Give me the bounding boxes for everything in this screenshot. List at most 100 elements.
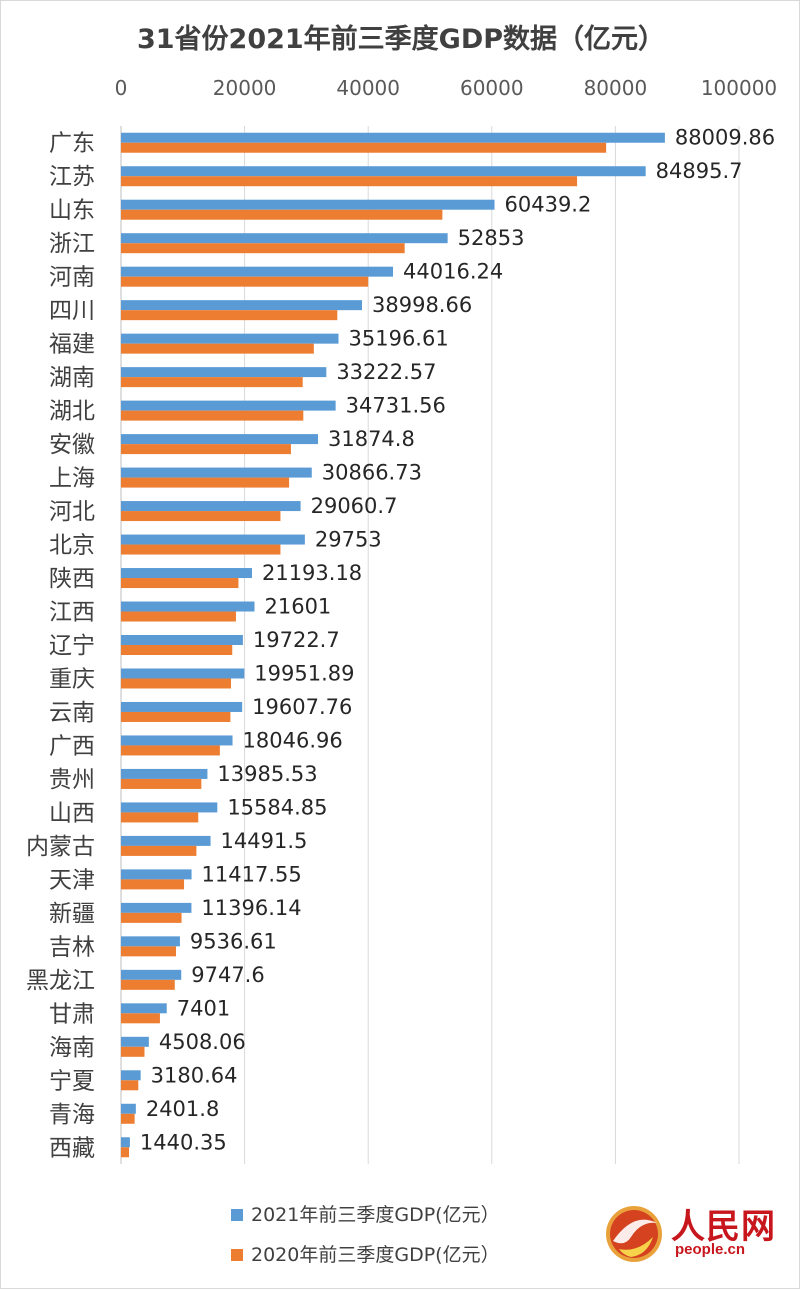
category-label: 贵州 — [49, 767, 95, 793]
category-label: 江西 — [49, 600, 95, 626]
x-tick-label: 20000 — [213, 76, 277, 100]
data-label: 19722.7 — [253, 628, 340, 652]
data-label: 11396.14 — [201, 896, 301, 920]
data-label: 29060.7 — [311, 494, 398, 518]
bar-2021 — [121, 199, 495, 210]
category-label: 广西 — [49, 733, 95, 759]
legend-swatch — [231, 1209, 243, 1221]
bar-2021 — [121, 266, 394, 277]
bar-2020 — [121, 544, 281, 555]
category-label: 安徽 — [49, 432, 95, 458]
data-label: 1440.35 — [140, 1130, 227, 1154]
bar-2021 — [121, 635, 243, 645]
data-label: 84895.7 — [656, 159, 743, 183]
data-label: 29753 — [315, 528, 382, 552]
bar-2021 — [121, 233, 448, 244]
bar-2020 — [121, 377, 303, 388]
category-label: 吉林 — [49, 934, 95, 960]
category-label: 宁夏 — [49, 1068, 95, 1094]
category-label: 云南 — [49, 700, 95, 726]
category-labels: 广东江苏山东浙江河南四川福建湖南湖北安徽上海河北北京陕西江西辽宁重庆云南广西贵州… — [26, 131, 95, 1162]
data-labels: 88009.86 84895.7 60439.2 52853 44016.24 38998… — [140, 126, 775, 1155]
data-label: 31874.8 — [328, 427, 415, 451]
bar-2021 — [121, 467, 312, 478]
legend: 2021年前三季度GDP(亿元） 2020年前三季度GDP(亿元） — [231, 1204, 500, 1266]
bar-2020 — [121, 310, 338, 321]
data-label: 38998.66 — [372, 293, 472, 317]
bar-2020 — [121, 176, 578, 187]
bar-2020 — [121, 778, 202, 789]
category-label: 湖北 — [49, 399, 95, 425]
category-label: 浙江 — [49, 231, 95, 257]
category-label: 陕西 — [49, 566, 95, 592]
data-label: 30866.73 — [322, 461, 422, 485]
bar-2020 — [121, 711, 231, 722]
bar-2020 — [121, 477, 290, 488]
bar-2020 — [121, 611, 236, 622]
bar-2021 — [121, 802, 218, 813]
data-label: 21601 — [264, 595, 331, 619]
bars — [121, 132, 665, 1158]
data-label: 3180.64 — [151, 1063, 238, 1087]
data-label: 15584.85 — [227, 795, 327, 819]
watermark-cn-text: 人民网 — [671, 1207, 776, 1247]
category-label: 新疆 — [49, 901, 95, 927]
data-label: 19951.89 — [254, 661, 354, 685]
category-label: 上海 — [49, 466, 95, 492]
data-label: 21193.18 — [262, 561, 362, 585]
bar-2020 — [121, 1080, 139, 1091]
data-label: 44016.24 — [403, 260, 503, 284]
bar-2021 — [121, 902, 192, 913]
category-label: 山西 — [49, 800, 95, 826]
legend-label: 2021年前三季度GDP(亿元） — [251, 1204, 500, 1226]
x-tick-label: 0 — [115, 76, 128, 100]
bar-2021 — [121, 835, 211, 846]
bar-2021 — [121, 1103, 136, 1114]
bar-2021 — [121, 132, 665, 143]
data-label: 34731.56 — [346, 394, 446, 418]
data-label: 9536.61 — [190, 929, 277, 953]
legend-swatch — [231, 1249, 243, 1261]
data-label: 60439.2 — [505, 193, 592, 217]
bar-2020 — [121, 276, 369, 287]
category-label: 重庆 — [49, 666, 95, 692]
data-label: 18046.96 — [243, 728, 343, 752]
bar-2021 — [121, 869, 192, 880]
data-label: 14491.5 — [221, 829, 308, 853]
bar-2021 — [121, 434, 318, 445]
bar-2020 — [121, 645, 233, 655]
bar-2021 — [121, 735, 233, 746]
category-label: 青海 — [49, 1102, 95, 1128]
bar-2021 — [121, 1003, 167, 1014]
data-label: 2401.8 — [146, 1097, 219, 1121]
bar-2021 — [121, 568, 252, 579]
category-label: 海南 — [49, 1035, 95, 1061]
bar-2020 — [121, 1147, 130, 1158]
bar-2021 — [121, 501, 301, 512]
category-label: 山东 — [49, 198, 95, 224]
bar-2020 — [121, 209, 443, 220]
x-tick-label: 60000 — [460, 76, 524, 100]
data-label: 19607.76 — [252, 695, 352, 719]
data-label: 4508.06 — [159, 1030, 246, 1054]
bar-2021 — [121, 1070, 141, 1081]
bar-2020 — [121, 745, 220, 756]
category-label: 黑龙江 — [26, 968, 95, 994]
bar-2020 — [121, 1013, 160, 1024]
bar-2021 — [121, 367, 327, 378]
bar-2020 — [121, 979, 175, 990]
legend-label: 2020年前三季度GDP(亿元） — [251, 1244, 500, 1266]
category-label: 河南 — [49, 265, 95, 291]
category-label: 广东 — [49, 131, 95, 157]
bar-2020 — [121, 678, 232, 689]
category-label: 北京 — [49, 533, 95, 559]
bar-2021 — [121, 768, 208, 779]
bar-2021 — [121, 166, 646, 177]
bar-2021 — [121, 534, 305, 545]
bar-2020 — [121, 343, 314, 354]
bar-2020 — [121, 410, 304, 421]
bar-2021 — [121, 400, 336, 411]
bar-2020 — [121, 1113, 135, 1124]
data-label: 7401 — [177, 996, 230, 1020]
